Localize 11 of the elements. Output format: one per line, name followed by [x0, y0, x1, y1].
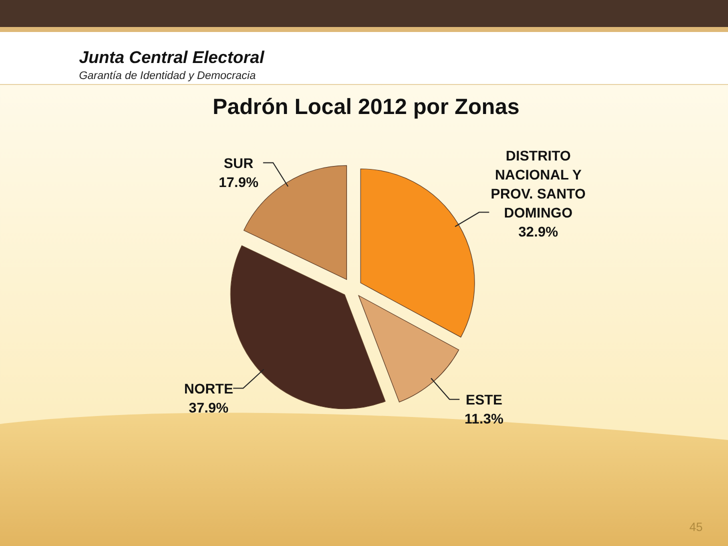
chart-title: Padrón Local 2012 por Zonas — [212, 94, 520, 119]
slice-label: SUR — [224, 154, 254, 171]
slice-label: DISTRITO NACIONAL Y PROV. SANTO DOMINGO — [490, 147, 586, 220]
data-label: 32.9% — [518, 223, 559, 240]
data-label: 17.9% — [218, 174, 259, 190]
data-label: 37.9% — [188, 399, 230, 416]
data-label: 11.3% — [464, 410, 504, 426]
text: Garantía de Identidad y Democracia — [79, 70, 256, 82]
slice-label: NORTE — [184, 380, 234, 396]
text: Junta Central Electoral — [79, 48, 266, 67]
slice-label: ESTE — [466, 391, 502, 408]
